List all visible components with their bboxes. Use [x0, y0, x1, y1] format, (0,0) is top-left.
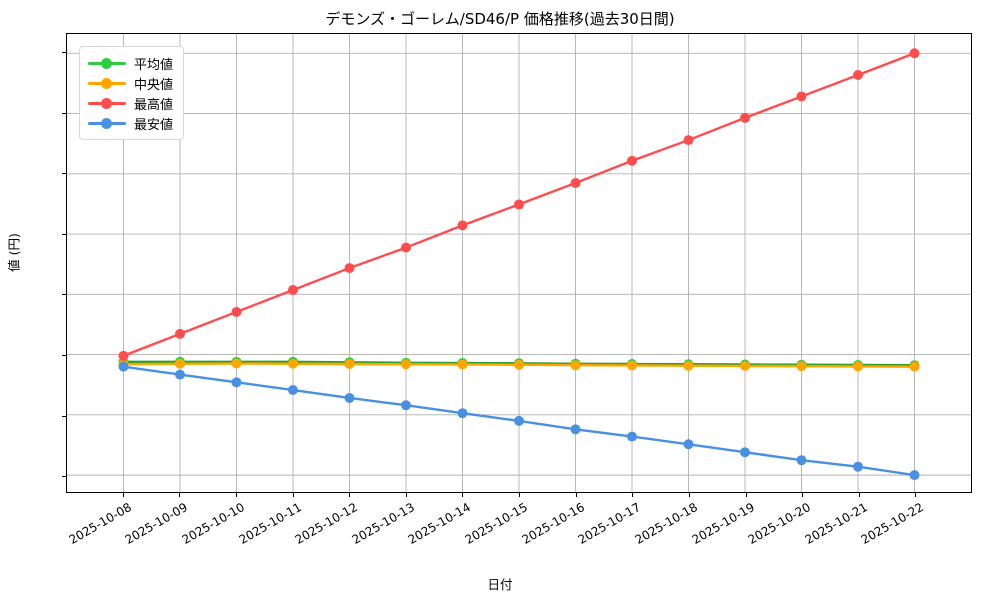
data-point — [853, 361, 863, 372]
data-point — [175, 328, 185, 339]
x-tick-mark — [632, 493, 634, 497]
data-point — [627, 155, 637, 166]
data-point — [909, 361, 920, 372]
y-tick-mark — [62, 294, 66, 296]
y-tick-mark — [62, 476, 66, 478]
data-point — [344, 393, 355, 403]
x-tick-mark — [688, 493, 690, 497]
x-tick-mark — [858, 493, 860, 497]
legend-label-highest: 最高値 — [134, 97, 174, 113]
data-point — [570, 177, 581, 188]
legend-label-median: 中央値 — [134, 77, 174, 93]
y-tick-mark — [62, 355, 66, 356]
data-point — [344, 359, 355, 369]
y-tick-mark — [62, 112, 66, 114]
data-point — [740, 360, 750, 371]
x-tick-mark — [462, 493, 464, 497]
legend-marker-average-icon — [88, 56, 126, 70]
data-point — [175, 358, 185, 369]
data-point — [231, 306, 242, 317]
legend-marker-lowest-icon — [88, 116, 126, 130]
chart-title: デモンズ・ゴーレム/SD46/P 価格推移(過去30日間) — [325, 10, 675, 28]
data-point — [288, 285, 298, 295]
data-point — [401, 242, 411, 253]
x-tick-mark — [745, 493, 747, 497]
y-tick-mark — [62, 415, 66, 417]
data-point — [683, 439, 694, 450]
x-tick-mark — [405, 493, 407, 497]
data-point — [231, 358, 242, 369]
data-point — [401, 359, 411, 370]
data-point — [457, 220, 468, 231]
x-tick-mark — [122, 493, 124, 497]
x-tick-mark — [575, 493, 577, 497]
data-point — [909, 470, 920, 481]
data-point — [288, 385, 298, 396]
y-tick-mark — [62, 233, 66, 235]
data-point — [570, 424, 581, 435]
data-point — [231, 377, 242, 388]
data-point — [796, 455, 807, 466]
data-point — [118, 361, 129, 372]
data-point — [909, 48, 920, 59]
data-point — [514, 415, 524, 426]
x-tick-mark — [802, 493, 804, 497]
data-point — [627, 431, 637, 442]
x-tick-mark — [292, 493, 294, 497]
legend-item-lowest[interactable]: 最安値 — [88, 113, 173, 133]
data-point — [514, 199, 524, 210]
legend-item-median[interactable]: 中央値 — [88, 73, 173, 93]
data-point — [570, 360, 581, 371]
legend-marker-highest-icon — [88, 96, 126, 110]
data-point — [175, 369, 185, 380]
data-point — [118, 350, 129, 361]
data-point — [401, 400, 411, 411]
legend-item-highest[interactable]: 最高値 — [88, 93, 173, 113]
y-tick-mark — [62, 173, 66, 175]
y-axis-ticks: 255075100125150175200 — [0, 33, 1000, 493]
legend-item-average[interactable]: 平均値 — [88, 53, 173, 73]
legend-marker-median-icon — [88, 76, 126, 90]
chart-series-layer — [118, 48, 920, 481]
y-tick-mark — [62, 52, 66, 54]
data-point — [740, 112, 750, 123]
x-tick-mark — [349, 493, 351, 497]
data-point — [457, 408, 468, 419]
data-point — [514, 359, 524, 370]
data-point — [627, 360, 637, 371]
data-point — [344, 263, 355, 274]
x-tick-mark — [179, 493, 181, 497]
x-tick-mark — [519, 493, 520, 497]
data-point — [683, 360, 694, 371]
legend-label-average: 平均値 — [134, 57, 174, 73]
data-point — [853, 70, 863, 80]
plot-area: 平均値 中央値 最高値 最安 — [66, 33, 972, 493]
data-point — [457, 359, 468, 370]
data-point — [288, 358, 298, 369]
chart-legend: 平均値 中央値 最高値 最安 — [79, 46, 185, 140]
x-axis-label: 日付 — [487, 577, 513, 592]
y-axis-label: 値 (円) — [6, 233, 22, 272]
data-point — [853, 461, 863, 472]
data-point — [683, 135, 694, 146]
data-point — [796, 361, 807, 372]
data-point — [740, 447, 750, 458]
x-tick-mark — [915, 493, 917, 497]
legend-label-lowest: 最安値 — [134, 117, 174, 133]
data-point — [796, 91, 807, 102]
x-tick-mark — [235, 493, 237, 497]
